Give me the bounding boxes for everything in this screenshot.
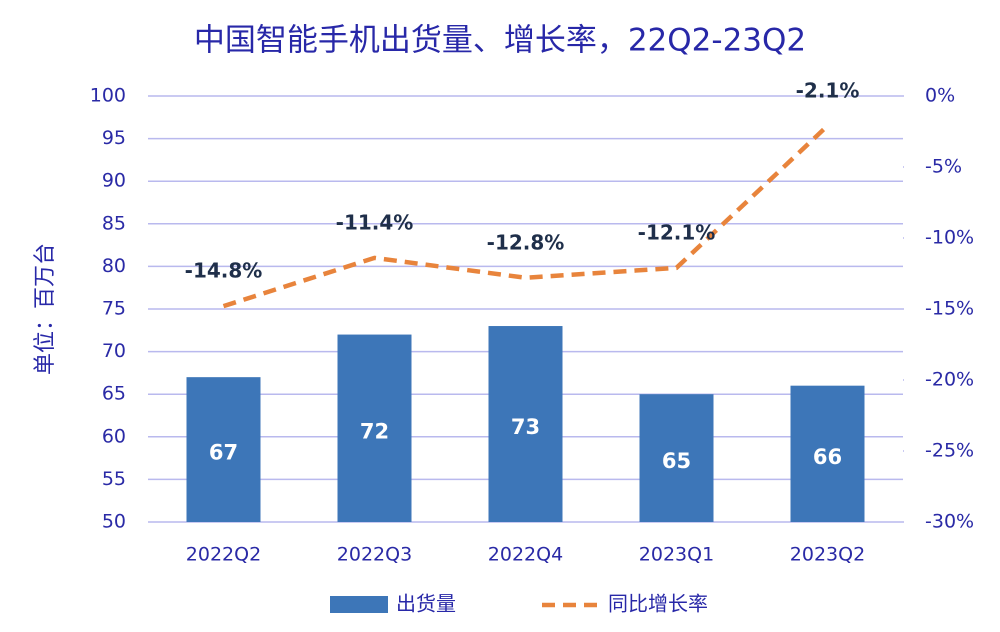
bar-value-label: 65 (662, 449, 691, 473)
bar-value-label: 66 (813, 445, 842, 469)
y2-tick-label: -30% (925, 511, 974, 533)
y2-tick-label: -10% (925, 227, 974, 249)
x-tick-label: 2022Q3 (337, 544, 412, 566)
x-tick-label: 2023Q1 (639, 544, 714, 566)
y2-tick-label: -20% (925, 369, 974, 391)
bar (337, 334, 412, 522)
y-tick-label: 80 (102, 255, 126, 277)
bar (186, 377, 261, 522)
bar (790, 385, 865, 522)
y-tick-label: 50 (102, 511, 126, 533)
y-tick-label: 75 (102, 298, 126, 320)
y-tick-label: 85 (102, 212, 126, 234)
legend-label: 同比增长率 (608, 592, 708, 616)
bar-value-label: 67 (209, 441, 238, 465)
x-tick-label: 2022Q4 (488, 544, 563, 566)
y-axis-label: 单位：百万台 (33, 243, 58, 375)
y-tick-label: 95 (102, 127, 126, 149)
line-value-label: -2.1% (796, 78, 860, 102)
bar-value-label: 72 (360, 419, 389, 443)
y-tick-label: 55 (102, 468, 126, 490)
y2-tick-label: -15% (925, 298, 974, 320)
y-tick-label: 65 (102, 383, 126, 405)
line (222, 124, 830, 309)
x-tick-label: 2022Q2 (186, 544, 261, 566)
y-tick-label: 90 (102, 170, 126, 192)
y2-tick-label: -25% (925, 440, 974, 462)
bar-value-label: 73 (511, 415, 540, 439)
line-value-label: -14.8% (185, 259, 263, 283)
y-tick-label: 60 (102, 425, 126, 447)
chart-title: 中国智能手机出货量、增长率，22Q2-23Q2 (194, 23, 806, 59)
y2-tick-label: 0% (925, 85, 955, 107)
legend-swatch (330, 596, 388, 613)
y2-tick-label: -5% (925, 156, 962, 178)
y-tick-label: 100 (90, 85, 126, 107)
bar (639, 394, 714, 522)
line-value-label: -12.8% (487, 230, 565, 254)
line-value-label: -12.1% (638, 220, 716, 244)
line-value-label: -11.4% (336, 210, 414, 234)
y-tick-label: 70 (102, 340, 126, 362)
legend-label: 出货量 (396, 592, 456, 616)
x-tick-label: 2023Q2 (790, 544, 865, 566)
bar (488, 326, 563, 522)
